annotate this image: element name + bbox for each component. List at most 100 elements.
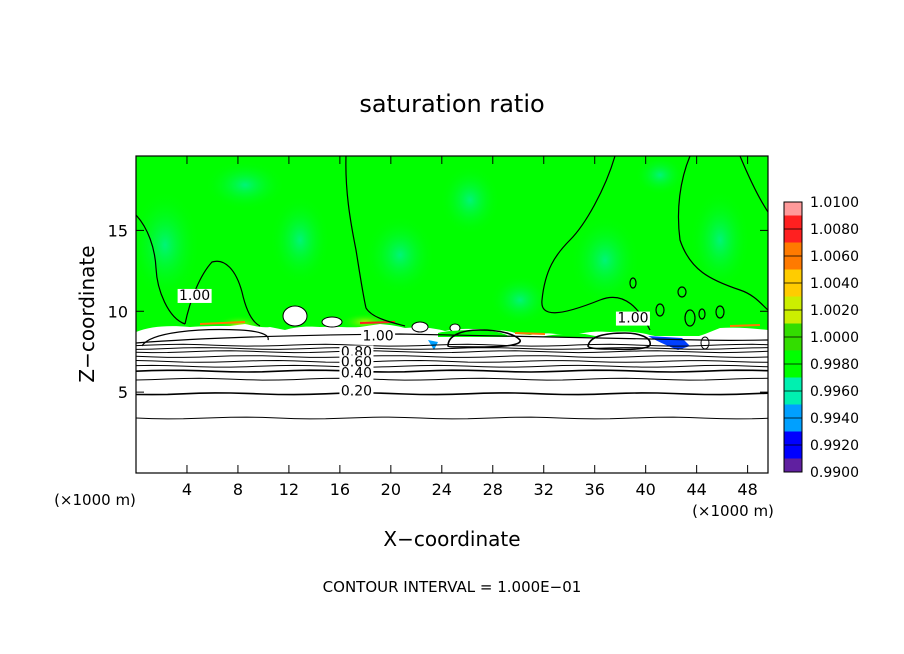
colorbar-label: 1.0100 bbox=[810, 195, 859, 211]
contour-interval-note: CONTOUR INTERVAL = 1.000E−01 bbox=[323, 578, 582, 596]
contour-line bbox=[136, 359, 768, 363]
cyan-blob bbox=[570, 215, 640, 305]
cyan-blob bbox=[440, 165, 500, 235]
colorbar-swatch bbox=[784, 377, 802, 391]
clear-air-gap bbox=[540, 333, 600, 337]
x-tick-label: 24 bbox=[432, 480, 452, 499]
colorbar-swatch bbox=[784, 202, 802, 216]
field-variations bbox=[136, 156, 750, 335]
contour-1-00 bbox=[136, 214, 186, 325]
supersaturated-rim bbox=[199, 321, 246, 325]
colorbar-swatch bbox=[784, 323, 802, 337]
colorbar-label: 1.0040 bbox=[810, 276, 859, 292]
colorbar-swatch bbox=[784, 296, 802, 310]
colorbar-label: 1.0080 bbox=[810, 222, 859, 238]
contour-label-bg bbox=[177, 288, 212, 303]
colorbar-swatch bbox=[784, 256, 802, 270]
contour-label: 1.00 bbox=[363, 328, 394, 344]
colorbar-swatch bbox=[784, 391, 802, 405]
x-tick-label: 4 bbox=[182, 480, 192, 499]
colorbar-swatch bbox=[784, 229, 802, 243]
cloud-outline bbox=[447, 329, 521, 348]
colorbar-swatch bbox=[784, 418, 802, 432]
x-tick-label: 8 bbox=[233, 480, 243, 499]
supersaturated-rim bbox=[514, 332, 546, 335]
x-tick-label: 28 bbox=[483, 480, 503, 499]
contour-island bbox=[684, 309, 696, 327]
colorbar-swatch bbox=[784, 350, 802, 364]
colorbar-swatch bbox=[784, 404, 802, 418]
x-tick-label: 44 bbox=[686, 480, 706, 499]
colorbar-swatch bbox=[784, 269, 802, 283]
y-tick-label: 10 bbox=[108, 302, 128, 321]
y-axis-label: Z−coordinate bbox=[75, 245, 99, 382]
colorbar: 1.0100 1.0080 1.0060 1.0040 1.0020 1.0000 0.99… bbox=[783, 195, 859, 481]
contour-line bbox=[136, 416, 768, 420]
plot-frame bbox=[135, 155, 769, 474]
contour-label-bg bbox=[615, 311, 650, 326]
cloud-puff bbox=[321, 316, 343, 328]
contour-line bbox=[136, 364, 768, 368]
contour-lines bbox=[136, 156, 768, 420]
cyan-blob bbox=[635, 156, 685, 195]
contour-label: 0.40 bbox=[341, 366, 372, 382]
contour-island bbox=[698, 308, 706, 320]
contour-label-bg bbox=[361, 329, 396, 344]
x-tick-label: 20 bbox=[381, 480, 401, 499]
cloud-puff bbox=[411, 321, 429, 333]
contour-label: 1.00 bbox=[617, 311, 648, 327]
cyan-blob bbox=[690, 190, 750, 290]
colorbar-swatch bbox=[784, 283, 802, 297]
contour-label: 0.60 bbox=[341, 354, 372, 370]
supersaturated-rim bbox=[729, 324, 761, 327]
colorbar-swatch bbox=[784, 242, 802, 256]
contour-1-00 bbox=[541, 156, 651, 331]
x-unit-label-right: (×1000 m) bbox=[692, 502, 774, 520]
colorbar-label: 0.9900 bbox=[810, 465, 859, 481]
contour-label-bg bbox=[339, 355, 374, 370]
contour-label-bg bbox=[339, 384, 374, 399]
x-tick-label: 16 bbox=[330, 480, 350, 499]
chart-title: saturation ratio bbox=[359, 90, 544, 118]
x-tick-label: 36 bbox=[585, 480, 605, 499]
contour-1-00 bbox=[345, 156, 406, 327]
cloud-puff bbox=[700, 336, 710, 350]
colorbar-label: 1.0020 bbox=[810, 303, 859, 319]
contour-line bbox=[136, 350, 768, 354]
contour-line bbox=[136, 369, 768, 373]
colorbar-swatch bbox=[784, 337, 802, 351]
contour-island bbox=[677, 286, 687, 298]
contour-island bbox=[655, 303, 665, 317]
contour-label: 1.00 bbox=[179, 288, 210, 304]
colorbar-label: 0.9920 bbox=[810, 438, 859, 454]
colorbar-label: 0.9980 bbox=[810, 357, 859, 373]
cyan-blob bbox=[136, 190, 200, 300]
colorbar-swatch bbox=[784, 364, 802, 378]
x-axis-ticks: 4 8 12 16 20 24 28 32 36 40 44 48 bbox=[182, 156, 758, 499]
contour-island bbox=[715, 305, 725, 319]
colorbar-swatch bbox=[784, 445, 802, 459]
contour-line bbox=[136, 343, 768, 347]
colorbar-label: 1.0000 bbox=[810, 330, 859, 346]
x-tick-label: 48 bbox=[737, 480, 757, 499]
contour-line bbox=[136, 392, 768, 396]
contour-line bbox=[136, 355, 768, 358]
colorbar-swatch bbox=[784, 458, 802, 472]
contour-1-00 bbox=[677, 156, 768, 311]
y-tick-label: 5 bbox=[118, 383, 128, 402]
colorbar-swatch bbox=[784, 215, 802, 229]
contour-island bbox=[629, 277, 637, 289]
x-tick-label: 32 bbox=[534, 480, 554, 499]
colorbar-label: 0.9940 bbox=[810, 411, 859, 427]
cyan-blob bbox=[270, 195, 330, 285]
colorbar-swatch bbox=[784, 310, 802, 324]
contour-line bbox=[136, 347, 768, 350]
contour-label: 0.20 bbox=[341, 383, 372, 399]
y-tick-label: 15 bbox=[108, 221, 128, 240]
cloud-puff bbox=[282, 305, 308, 327]
x-tick-label: 12 bbox=[279, 480, 299, 499]
contour-1-00 bbox=[739, 156, 768, 213]
x-axis-label: X−coordinate bbox=[383, 527, 520, 551]
x-unit-label-left: (×1000 m) bbox=[54, 491, 136, 509]
